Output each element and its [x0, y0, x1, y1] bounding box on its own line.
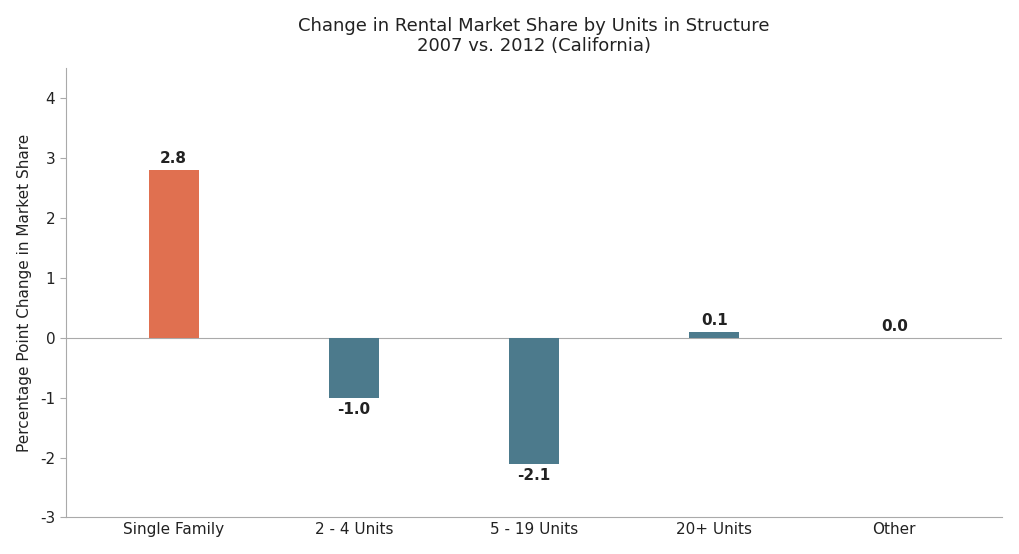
Text: -1.0: -1.0 — [337, 402, 371, 417]
Text: 2.8: 2.8 — [160, 151, 187, 166]
Title: Change in Rental Market Share by Units in Structure
2007 vs. 2012 (California): Change in Rental Market Share by Units i… — [299, 17, 769, 55]
Bar — [689, 332, 740, 338]
Text: 0.0: 0.0 — [880, 319, 908, 334]
Bar — [149, 170, 199, 338]
Bar — [329, 338, 379, 398]
Y-axis label: Percentage Point Change in Market Share: Percentage Point Change in Market Share — [16, 134, 32, 452]
Bar — [508, 338, 559, 464]
Text: -2.1: -2.1 — [518, 468, 550, 483]
Text: 0.1: 0.1 — [701, 312, 728, 327]
